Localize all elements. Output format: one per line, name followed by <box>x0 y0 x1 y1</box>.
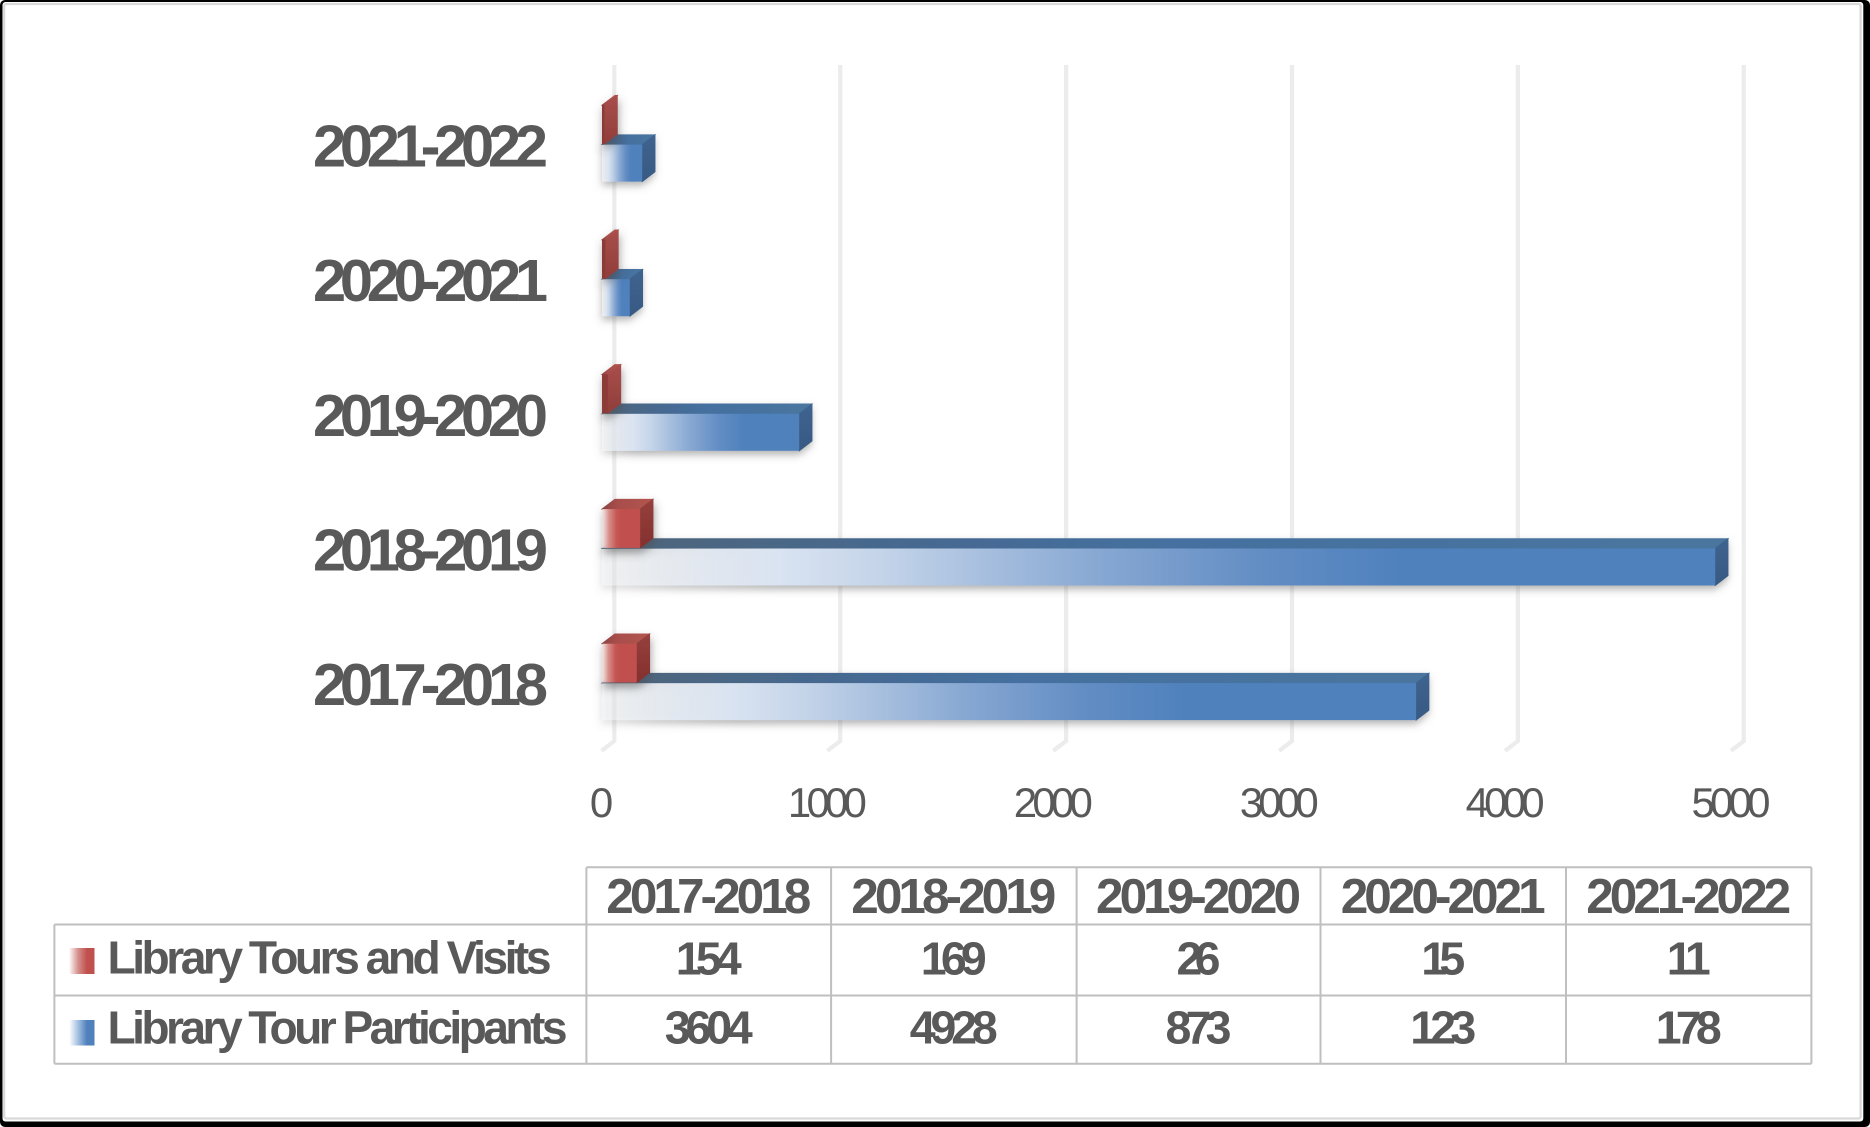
svg-text:15: 15 <box>1421 933 1465 985</box>
svg-text:3000: 3000 <box>1240 779 1319 826</box>
svg-text:1000: 1000 <box>788 779 867 826</box>
svg-text:2021-2022: 2021-2022 <box>1586 869 1791 924</box>
svg-text:154: 154 <box>676 933 742 985</box>
svg-text:2017-2018: 2017-2018 <box>606 869 811 924</box>
svg-text:26: 26 <box>1177 933 1221 985</box>
svg-text:2017-2018: 2017-2018 <box>313 651 548 718</box>
svg-text:2019-2020: 2019-2020 <box>1096 869 1301 924</box>
svg-text:Library Tours and Visits: Library Tours and Visits <box>108 932 552 984</box>
svg-text:2018-2019: 2018-2019 <box>313 517 548 584</box>
svg-text:0: 0 <box>590 779 613 826</box>
svg-text:2018-2019: 2018-2019 <box>851 869 1056 924</box>
svg-text:873: 873 <box>1166 1002 1232 1054</box>
svg-text:123: 123 <box>1410 1002 1476 1054</box>
svg-text:2019-2020: 2019-2020 <box>313 382 548 449</box>
svg-text:4000: 4000 <box>1466 779 1545 826</box>
svg-text:Library Tour Participants: Library Tour Participants <box>108 1002 568 1054</box>
svg-text:2020-2021: 2020-2021 <box>313 247 548 314</box>
svg-text:11: 11 <box>1667 933 1711 985</box>
svg-text:5000: 5000 <box>1692 779 1771 826</box>
svg-text:3604: 3604 <box>665 1002 753 1054</box>
svg-text:169: 169 <box>921 933 987 985</box>
svg-text:4928: 4928 <box>910 1002 998 1054</box>
svg-text:2000: 2000 <box>1014 779 1093 826</box>
svg-text:2020-2021: 2020-2021 <box>1341 869 1546 924</box>
svg-text:2021-2022: 2021-2022 <box>313 113 548 180</box>
svg-text:178: 178 <box>1656 1002 1722 1054</box>
